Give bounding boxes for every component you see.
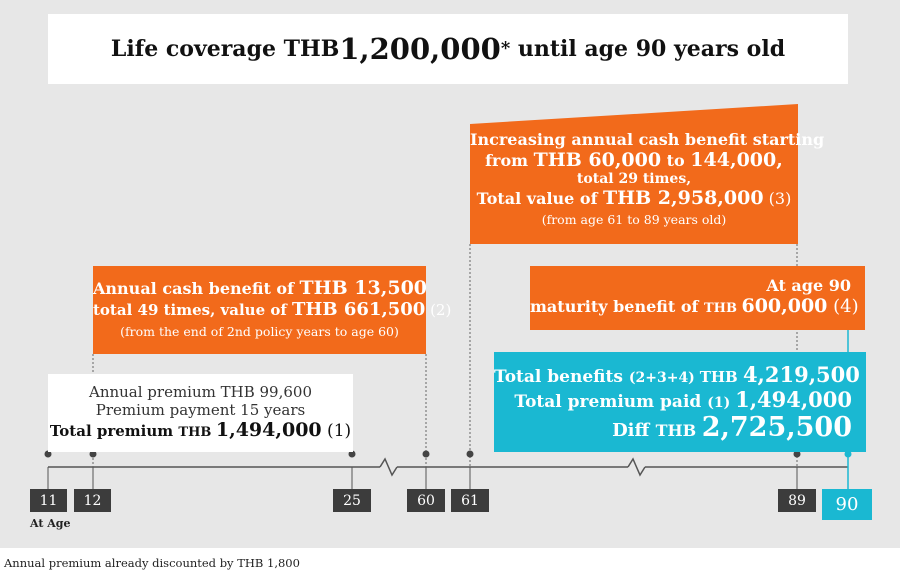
maturity-currency: THB xyxy=(703,301,742,316)
timeline-graphic xyxy=(44,244,852,489)
maturity-ref: (4) xyxy=(827,296,859,317)
totals-benefits-amount: 4,219,500 xyxy=(742,362,860,387)
annual-amount: THB 13,500 xyxy=(299,277,428,299)
maturity-amount: 600,000 xyxy=(741,295,828,317)
premium-total-amount: 1,494,000 xyxy=(215,419,322,441)
maturity-line-2-prefix: maturity benefit of xyxy=(530,297,704,316)
increasing-line-2-prefix: from xyxy=(485,151,534,170)
increasing-line-2-mid: to xyxy=(661,151,691,170)
annual-line-2-prefix: total 49 times, value of xyxy=(93,301,293,319)
title-amount: 1,200,000 xyxy=(339,32,501,66)
increasing-total-amount: THB 2,958,000 xyxy=(603,187,764,209)
totals-currency: THB xyxy=(699,368,743,386)
increasing-benefit-box: Increasing annual cash benefit starting … xyxy=(470,104,825,244)
totals-line-2: Total premium paid (1) 1,494,000 xyxy=(494,387,866,412)
increasing-ref: (3) xyxy=(763,189,792,208)
age-badge-12: 12 xyxy=(74,489,111,512)
marker-age-90 xyxy=(844,450,852,458)
age-badge-60: 60 xyxy=(407,489,445,512)
age-badge-61: 61 xyxy=(451,489,489,512)
premium-line-2: Premium payment 15 years xyxy=(95,401,306,419)
totals-line-2-ref: (1) xyxy=(707,395,736,411)
increasing-line-3: total 29 times, xyxy=(576,171,692,187)
marker-age-61 xyxy=(466,450,474,458)
increasing-to-amount: 144,000, xyxy=(690,149,783,171)
premium-line-1: Annual premium THB 99,600 xyxy=(88,383,312,401)
annual-ref: (2) xyxy=(425,301,452,319)
increasing-line-4-prefix: Total value of xyxy=(476,189,604,208)
page-title: Life coverage THB 1,200,000 * until age 9… xyxy=(48,14,848,84)
totals-line-3-prefix: Diff xyxy=(612,420,656,441)
increasing-line-4: Total value of THB 2,958,000 (3) xyxy=(470,187,798,209)
footnote: Annual premium already discounted by THB… xyxy=(4,556,300,570)
premium-currency: THB xyxy=(178,425,216,440)
title-prefix: Life coverage THB xyxy=(110,36,340,62)
increasing-from-amount: THB 60,000 xyxy=(533,149,662,171)
age-badge-89: 89 xyxy=(778,489,816,512)
totals-box: Total benefits (2+3+4) THB 4,219,500 Tot… xyxy=(494,352,866,452)
timeline-break-2 xyxy=(627,457,646,477)
maturity-benefit-box: At age 90 maturity benefit of THB 600,00… xyxy=(530,266,865,330)
totals-line-1: Total benefits (2+3+4) THB 4,219,500 xyxy=(494,362,866,387)
title-suffix: until age 90 years old xyxy=(510,36,786,62)
totals-premium-amount: 1,494,000 xyxy=(735,387,852,412)
totals-line-3: Diff THB 2,725,500 xyxy=(494,412,866,443)
age-badge-90: 90 xyxy=(822,489,872,520)
age-badge-25: 25 xyxy=(333,489,371,512)
increasing-line-1: Increasing annual cash benefit starting xyxy=(470,130,825,149)
age-badge-11: 11 xyxy=(30,489,67,512)
annual-line-1: Annual cash benefit of THB 13,500 xyxy=(93,277,428,299)
marker-age-11 xyxy=(44,450,52,458)
maturity-line-1: At age 90 xyxy=(766,276,851,295)
increasing-line-2: from THB 60,000 to 144,000, xyxy=(470,149,798,171)
totals-diff-currency: THB xyxy=(655,421,702,440)
increasing-benefit-shape xyxy=(470,104,798,244)
timeline-break-1 xyxy=(379,457,398,477)
marker-age-89 xyxy=(793,450,801,458)
annual-benefit-box: Annual cash benefit of THB 13,500 total … xyxy=(93,266,451,354)
annual-line-3: (from the end of 2nd policy years to age… xyxy=(120,324,399,339)
increasing-line-5: (from age 61 to 89 years old) xyxy=(541,212,727,227)
premium-line-3-prefix: Total premium xyxy=(49,422,179,440)
totals-line-2-prefix: Total premium paid xyxy=(514,392,708,412)
premium-line-3: Total premium THB 1,494,000 (1) xyxy=(48,419,353,441)
annual-total-amount: THB 661,500 xyxy=(292,299,426,320)
totals-diff-amount: 2,725,500 xyxy=(701,412,852,443)
maturity-line-2: maturity benefit of THB 600,000 (4) xyxy=(530,295,865,317)
marker-age-60 xyxy=(422,450,430,458)
premium-box: Annual premium THB 99,600 Premium paymen… xyxy=(48,374,353,452)
totals-line-1-prefix: Total benefits xyxy=(494,367,629,387)
at-age-label: At Age xyxy=(30,517,71,530)
annual-line-2: total 49 times, value of THB 661,500 (2) xyxy=(93,299,451,320)
marker-age-25 xyxy=(348,450,356,458)
premium-ref: (1) xyxy=(321,421,352,441)
totals-line-1-ref: (2+3+4) xyxy=(628,370,700,386)
annual-line-1-prefix: Annual cash benefit of xyxy=(93,279,300,298)
marker-age-12 xyxy=(89,450,97,458)
